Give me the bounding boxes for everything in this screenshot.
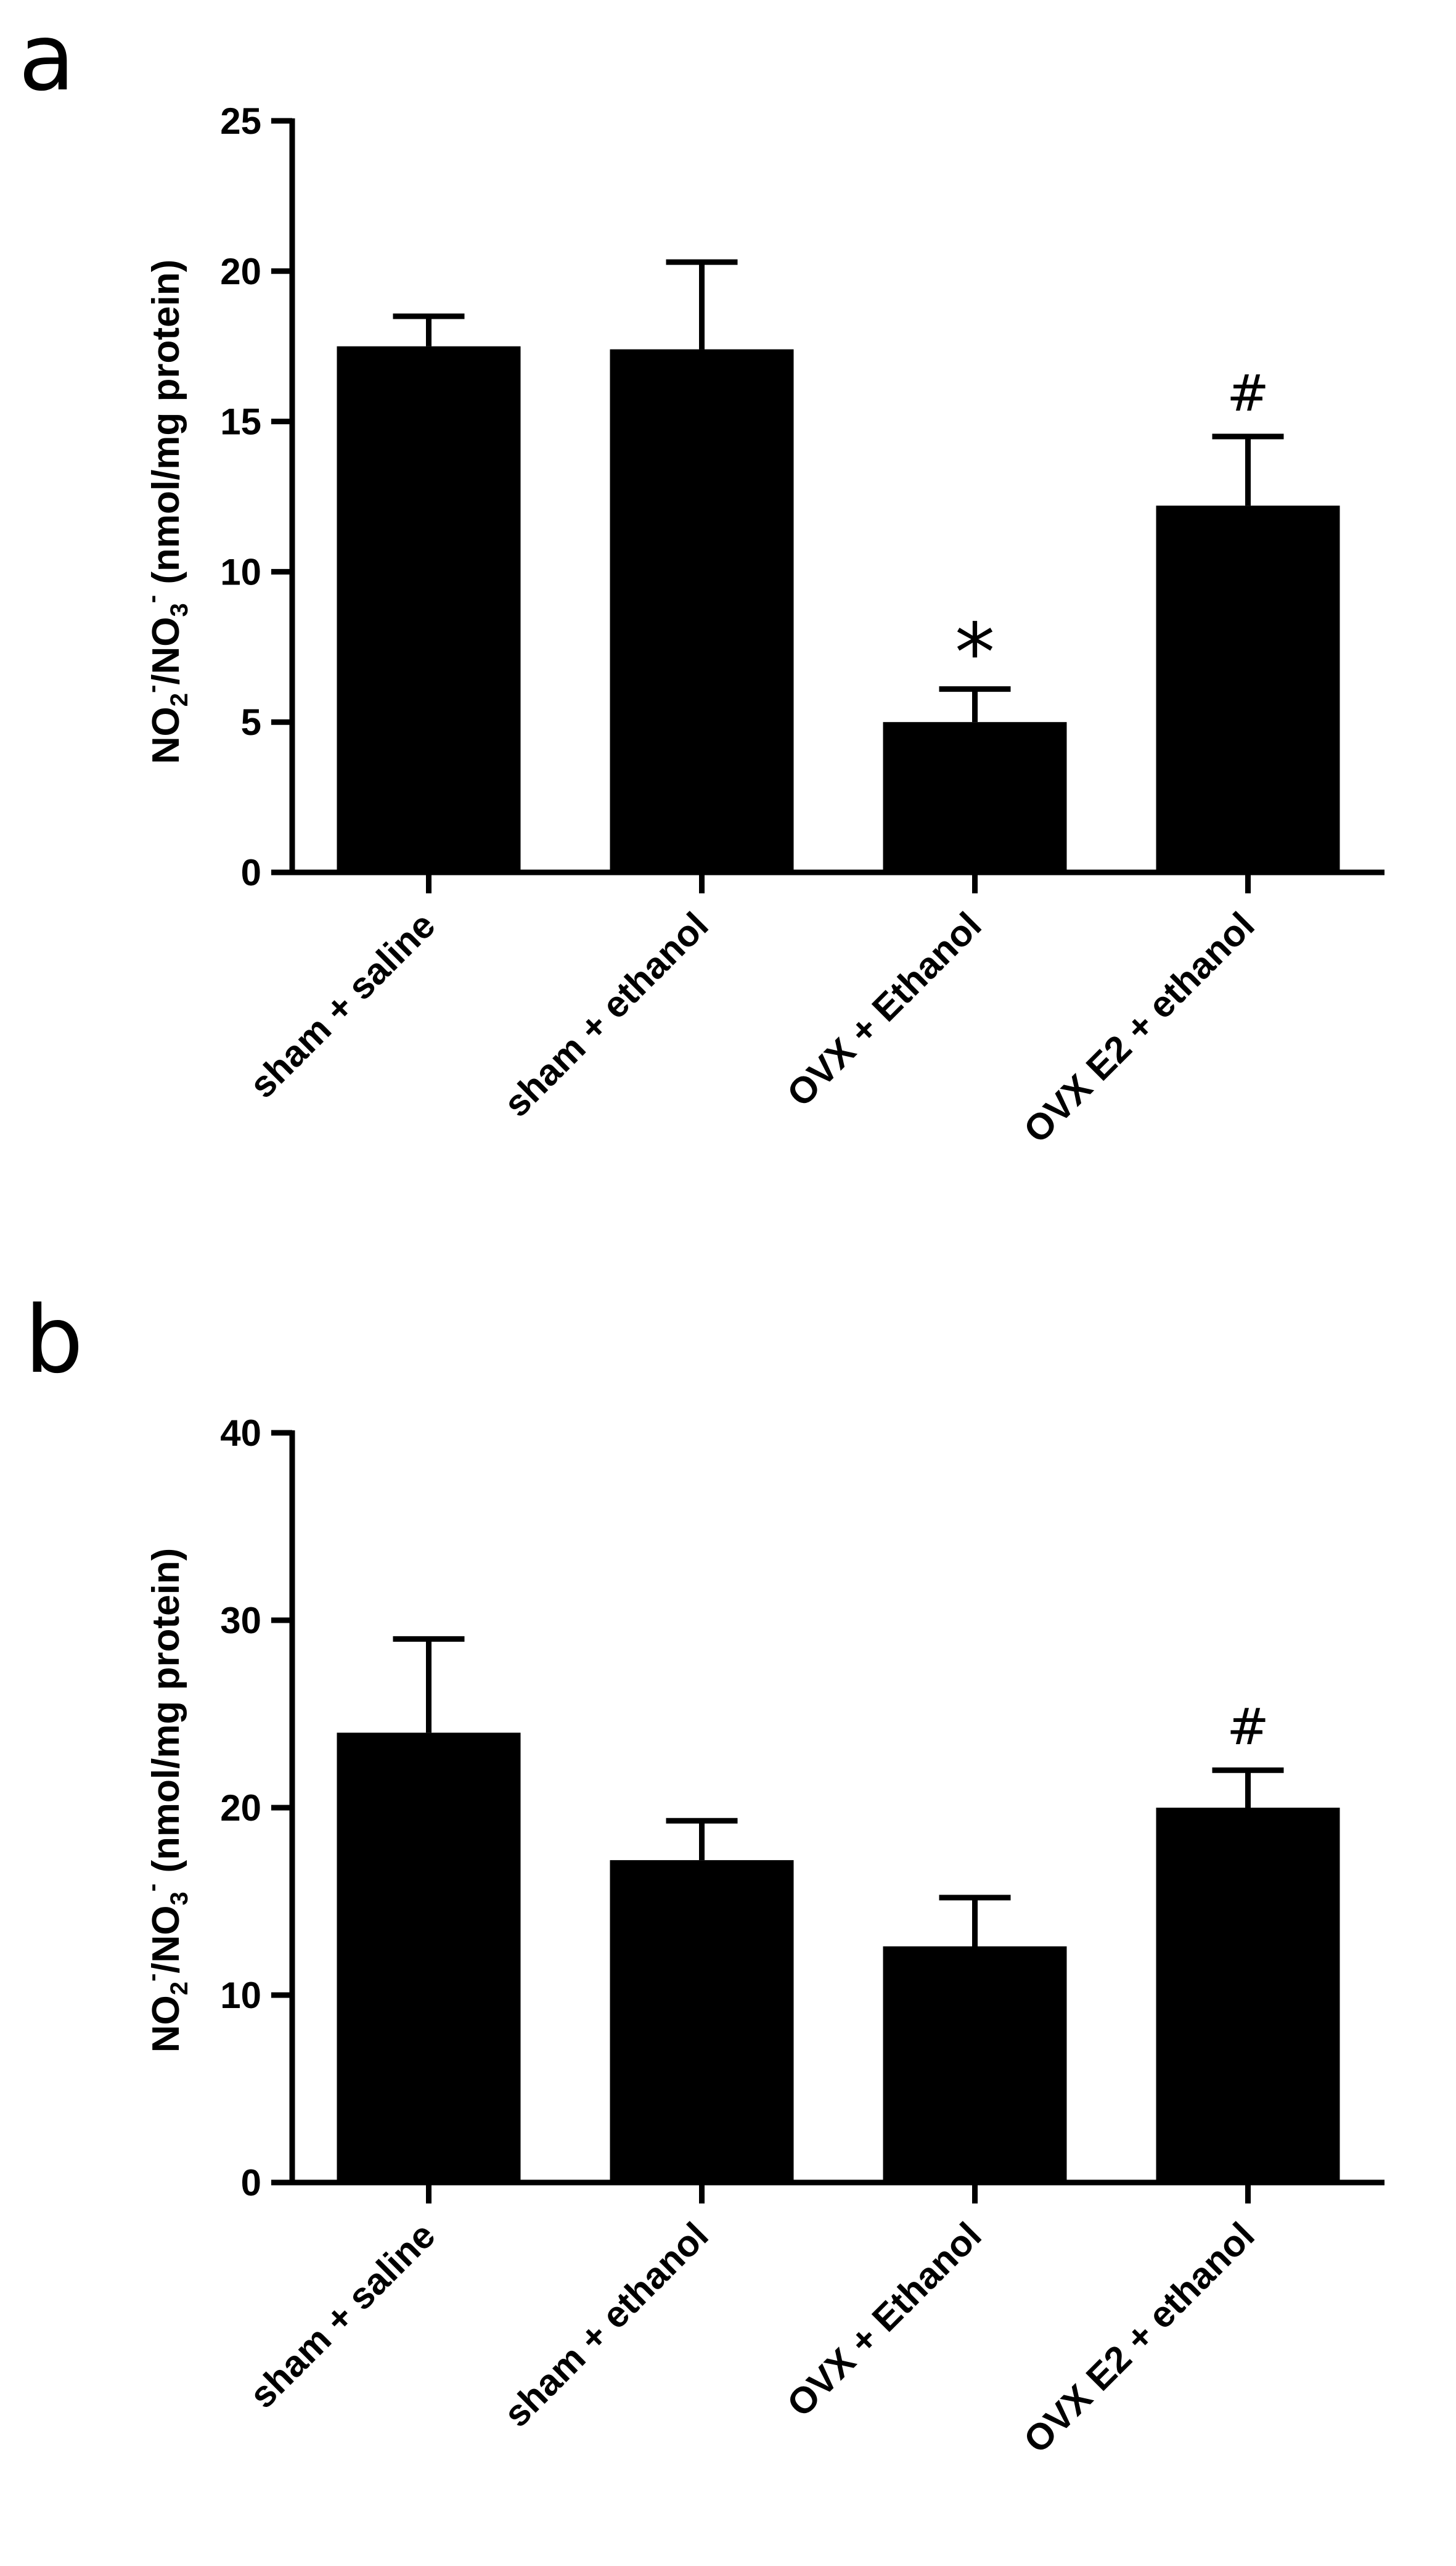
x-tick-label: sham + saline <box>242 904 443 1106</box>
y-tick-label: 25 <box>220 100 261 142</box>
y-tick-label: 10 <box>220 551 261 592</box>
panel-b: b NO2-/NO3- (nmol/mg protein) sham + sal… <box>25 1287 1384 2461</box>
plot-area-a: sham + saline sham + ethanol * OVX + Ethano… <box>220 100 1384 1151</box>
y-tick-label: 0 <box>241 852 261 893</box>
x-tick-label: sham + ethanol <box>496 2215 716 2435</box>
y-axis-title-b: NO2-/NO3- (nmol/mg protein) <box>139 1548 193 2053</box>
x-tick-label: sham + ethanol <box>496 904 716 1125</box>
bar <box>883 1946 1067 2183</box>
bar <box>1156 506 1340 872</box>
panel-letter-a: a <box>18 4 75 112</box>
y-axis-title-a: NO2-/NO3- (nmol/mg protein) <box>139 260 193 764</box>
bar <box>1156 1808 1340 2183</box>
panel-a: a NO2-/NO3- (nmol/mg protein) sham + sal… <box>18 4 1384 1151</box>
significance-hash: # <box>1227 1698 1269 1756</box>
x-tick-label: sham + saline <box>242 2215 443 2416</box>
x-tick-label: OVX E2 + ethanol <box>1016 2215 1262 2461</box>
y-tick-label: 5 <box>241 702 261 743</box>
bar <box>337 1732 521 2183</box>
y-tick-label: 20 <box>220 1787 261 1829</box>
y-tick-label: 30 <box>220 1600 261 1641</box>
y-tick-label: 0 <box>241 2162 261 2203</box>
y-tick-label: 20 <box>220 251 261 292</box>
y-tick-label: 15 <box>220 401 261 443</box>
panel-letter-b: b <box>25 1287 83 1394</box>
x-tick-label: OVX + Ethanol <box>779 904 989 1115</box>
bar <box>610 349 794 872</box>
bar <box>610 1860 794 2183</box>
x-tick-label: OVX + Ethanol <box>779 2215 989 2425</box>
bar <box>883 722 1067 872</box>
significance-hash: # <box>1227 364 1269 423</box>
x-tick-label: OVX E2 + ethanol <box>1016 904 1262 1151</box>
y-tick-label: 40 <box>220 1412 261 1454</box>
significance-asterisk: * <box>955 606 995 700</box>
y-tick-label: 10 <box>220 1975 261 2016</box>
plot-area-b: sham + saline sham + ethanol OVX + Ethanol… <box>220 1412 1384 2461</box>
bar <box>337 346 521 872</box>
